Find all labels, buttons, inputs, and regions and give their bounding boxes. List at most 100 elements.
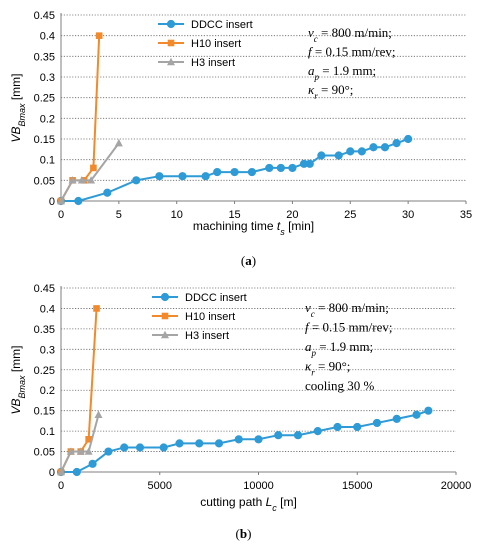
x-tick-label: 5000 xyxy=(148,480,172,492)
conditions-annotation: vc = 800 m/min;f = 0.15 mm/rev; ap = 1.9 … xyxy=(305,300,393,393)
x-tick-label: 20 xyxy=(286,209,298,221)
condition-text: κr = 90°; xyxy=(305,359,350,378)
data-point xyxy=(424,406,433,415)
data-point xyxy=(234,435,243,444)
data-point xyxy=(404,134,413,144)
y-tick-label: 0.4 xyxy=(40,303,55,315)
data-point xyxy=(84,447,93,455)
y-tick-label: 0.2 xyxy=(40,113,55,125)
data-point xyxy=(392,414,401,423)
y-tick-label: 0 xyxy=(49,467,55,479)
data-point xyxy=(195,439,204,448)
legend-entry: DDCC insert xyxy=(185,292,247,304)
series-h3-insert xyxy=(57,138,123,205)
data-point xyxy=(68,176,77,184)
data-point xyxy=(357,147,366,156)
y-tick-label: 0.35 xyxy=(34,51,55,63)
data-point xyxy=(66,447,75,455)
data-point xyxy=(132,176,141,185)
data-point xyxy=(178,172,187,181)
x-axis-label: machining time ts [min] xyxy=(193,219,314,237)
data-point xyxy=(76,447,85,455)
x-tick-label: 35 xyxy=(460,209,472,221)
data-point xyxy=(159,443,168,452)
y-tick-label: 0.25 xyxy=(34,365,55,377)
data-point xyxy=(214,439,224,448)
legend-marker xyxy=(161,312,169,320)
data-point xyxy=(72,467,81,477)
data-point xyxy=(333,422,342,432)
data-point xyxy=(346,147,355,156)
data-point xyxy=(120,443,129,452)
x-tick-label: 10000 xyxy=(243,480,274,492)
data-point xyxy=(372,418,382,428)
data-point xyxy=(93,305,100,312)
data-point xyxy=(104,447,113,456)
data-point xyxy=(94,410,103,418)
y-tick-label: 0.35 xyxy=(34,324,55,336)
y-tick-label: 0.1 xyxy=(40,155,55,167)
data-point xyxy=(288,163,297,173)
legend-marker xyxy=(167,39,175,47)
series-h3-insert xyxy=(57,410,103,476)
y-tick-label: 0.15 xyxy=(34,134,55,146)
data-point xyxy=(369,143,378,152)
legend-marker xyxy=(161,330,169,339)
data-point xyxy=(247,167,257,177)
condition-text: f = 0.15 mm/rev; xyxy=(308,44,396,59)
series-ddcc-insert xyxy=(56,406,433,477)
y-tick-label: 0.1 xyxy=(40,426,55,438)
data-point xyxy=(412,410,421,419)
data-point xyxy=(317,151,326,160)
legend-entry: DDCC insert xyxy=(191,19,253,31)
x-tick-label: 10 xyxy=(171,209,183,221)
legend-marker xyxy=(166,19,176,29)
data-point xyxy=(57,196,65,205)
legend-entry: H3 insert xyxy=(185,330,229,342)
x-tick-label: 30 xyxy=(402,209,414,221)
data-point xyxy=(88,459,97,468)
y-tick-label: 0.15 xyxy=(34,406,55,418)
series-line xyxy=(61,409,429,473)
data-point xyxy=(175,439,184,448)
y-tick-label: 0.05 xyxy=(34,447,55,459)
y-axis-label: VBBmax [mm] xyxy=(9,345,27,414)
data-point xyxy=(155,172,164,181)
x-tick-label: 20000 xyxy=(441,480,472,492)
panel-label: (a) xyxy=(241,253,256,268)
y-tick-label: 0.2 xyxy=(40,385,55,397)
y-tick-label: 0.3 xyxy=(40,344,55,356)
legend-marker xyxy=(167,57,175,66)
data-point xyxy=(57,467,65,476)
legend-marker xyxy=(160,292,170,302)
data-point xyxy=(254,435,263,444)
data-point xyxy=(201,172,210,181)
x-tick-label: 15000 xyxy=(342,480,373,492)
condition-text: ap = 1.9 mm; xyxy=(305,339,373,358)
condition-text: κr = 90°; xyxy=(308,82,353,101)
x-axis-label: cutting path Lc [m] xyxy=(200,495,297,513)
condition-text: cooling 30 % xyxy=(305,378,374,393)
y-tick-label: 0 xyxy=(49,196,55,208)
x-tick-label: 15 xyxy=(228,209,240,221)
chart-panel-a: 0 0.05 0.1 0.15 0.2 0.25 0.3 0.35 0.4 0.45 0 5 10 15 2… xyxy=(9,10,472,268)
data-point xyxy=(230,167,239,177)
x-tick-label: 0 xyxy=(58,209,64,221)
x-tick-label: 0 xyxy=(58,480,64,492)
data-point xyxy=(305,159,314,168)
panel-label: (b) xyxy=(236,526,252,541)
data-point xyxy=(95,32,103,39)
y-tick-label: 0.25 xyxy=(34,93,55,105)
data-point xyxy=(334,151,343,160)
legend-entry: H10 insert xyxy=(185,311,235,323)
data-point xyxy=(114,138,123,147)
x-tick-label: 5 xyxy=(116,209,122,221)
data-point xyxy=(74,196,83,206)
y-tick-label: 0.45 xyxy=(34,10,55,22)
conditions-annotation: vc = 800 m/min;f = 0.15 mm/rev; ap = 1.9 … xyxy=(308,25,396,101)
y-tick-label: 0.3 xyxy=(40,72,55,84)
legend: DDCC insert H10 insert H3 insert xyxy=(158,19,253,69)
data-point xyxy=(392,139,401,148)
condition-text: f = 0.15 mm/rev; xyxy=(305,320,393,335)
